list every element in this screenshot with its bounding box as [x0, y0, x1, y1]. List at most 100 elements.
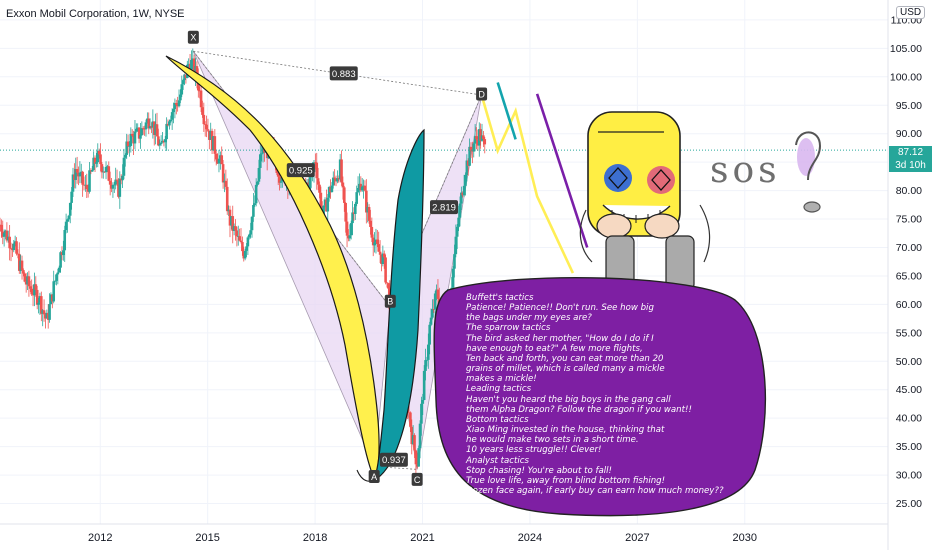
- candle-body: [2, 232, 6, 237]
- candle-body: [457, 217, 460, 227]
- candle-body: [70, 191, 73, 203]
- candle-body: [279, 181, 283, 183]
- candle-body: [483, 139, 487, 145]
- candle-body: [194, 66, 197, 76]
- pattern-ratio-badge[interactable]: [286, 163, 315, 178]
- pattern-ratio-badge[interactable]: [379, 452, 408, 467]
- candle-body: [417, 448, 420, 467]
- candle-body: [234, 226, 237, 231]
- candle-body: [359, 183, 363, 191]
- candle-body: [46, 312, 50, 320]
- candle-body: [51, 294, 54, 302]
- candle-body: [260, 153, 263, 155]
- y-tick-label: 90.00: [896, 128, 922, 140]
- candle-body: [79, 171, 83, 173]
- candle-body: [363, 185, 367, 191]
- candle-body: [55, 274, 58, 281]
- y-tick-label: 95.00: [896, 100, 922, 112]
- pattern-ratio-badge[interactable]: [329, 66, 358, 81]
- candle-body: [371, 237, 375, 246]
- candle-body: [219, 155, 222, 159]
- pattern-point-label: A: [371, 472, 377, 482]
- candle-body: [384, 257, 387, 283]
- candle-body: [318, 184, 321, 193]
- candle-body: [231, 216, 235, 231]
- currency-button[interactable]: USD: [896, 6, 926, 19]
- candle-body: [38, 296, 42, 303]
- candle-body: [230, 216, 233, 226]
- candle-body: [6, 236, 10, 241]
- candle-body: [409, 412, 412, 427]
- candle-body: [111, 185, 115, 189]
- candle-body: [336, 178, 339, 182]
- candle-body: [213, 136, 217, 154]
- pattern-ratio-badge[interactable]: [430, 200, 458, 215]
- candle-body: [236, 236, 240, 237]
- time-axis[interactable]: [0, 524, 888, 550]
- candle-body: [16, 253, 20, 255]
- candle-body: [208, 130, 211, 140]
- candle-body: [150, 126, 153, 128]
- candle-body: [62, 250, 65, 256]
- candle-body: [327, 187, 331, 198]
- candle-body: [380, 254, 383, 264]
- pattern-ratio-line: [374, 466, 418, 470]
- candle-body: [461, 192, 465, 196]
- candle-body: [101, 171, 105, 173]
- candle-body: [477, 129, 481, 146]
- pattern-labels: X A B C D 0.883 0.925 0.937 2.819: [187, 30, 488, 486]
- candle-body: [64, 221, 68, 231]
- candle-body: [163, 139, 167, 143]
- candle-body: [201, 107, 204, 115]
- candle-body: [455, 226, 459, 237]
- candle-body: [108, 180, 112, 185]
- candle-body: [4, 230, 7, 233]
- candle-body: [351, 212, 354, 224]
- candle-body: [261, 146, 265, 154]
- note-line: Xiao Ming invested in the house, thinkin…: [466, 425, 665, 436]
- candle-body: [352, 212, 356, 215]
- candle-body: [258, 154, 262, 168]
- candle-body: [68, 202, 72, 216]
- candle-body: [421, 399, 425, 404]
- candle-body: [253, 203, 257, 205]
- candle-body: [119, 178, 123, 181]
- candle-body: [338, 159, 342, 180]
- candle-body: [181, 80, 185, 85]
- candle-body: [366, 207, 370, 213]
- note-line: Leading tactics: [466, 384, 532, 395]
- candle-body: [247, 234, 251, 238]
- x-tick-label: 2024: [518, 532, 542, 544]
- candle-body: [173, 102, 177, 110]
- y-tick-label: 35.00: [896, 441, 922, 453]
- candle-body: [110, 184, 113, 189]
- candle-body: [323, 199, 327, 206]
- pattern-point-badge[interactable]: [411, 472, 423, 486]
- pattern-point-badge[interactable]: [476, 87, 488, 101]
- note-bubble: [433, 277, 767, 517]
- candle-body: [250, 216, 254, 231]
- candle-body: [220, 155, 224, 165]
- candle-body: [170, 112, 174, 120]
- candle-body: [154, 124, 157, 135]
- candle-body: [33, 284, 36, 296]
- y-tick-label: 55.00: [896, 327, 922, 339]
- pattern-point-badge[interactable]: [187, 30, 199, 44]
- candle-body: [166, 123, 170, 126]
- pattern-point-badge[interactable]: [368, 470, 380, 484]
- doodle-right-leg: [665, 235, 695, 291]
- candle-body: [319, 192, 323, 213]
- candle-body: [26, 276, 29, 285]
- candle-body: [344, 202, 347, 222]
- pattern-point-badge[interactable]: [384, 294, 396, 308]
- current-price-tag: 87.12 3d 10h: [889, 146, 932, 172]
- candle-body: [436, 289, 440, 299]
- candle-body: [37, 302, 40, 305]
- price-axis[interactable]: [888, 0, 932, 550]
- candle-body: [49, 294, 53, 305]
- candle-body: [203, 124, 207, 125]
- pattern-point-label: X: [190, 33, 196, 43]
- candle-body: [418, 423, 422, 449]
- candle-body: [157, 136, 160, 146]
